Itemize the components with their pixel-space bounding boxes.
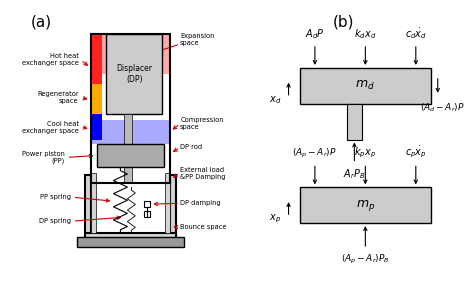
Bar (144, 201, 150, 207)
Bar (77, 237, 184, 247)
Bar (144, 211, 150, 217)
Bar (346, 104, 362, 139)
Bar (84, 233, 176, 239)
Text: (b): (b) (333, 14, 354, 29)
Text: $(A_p-A_r)P_B$: $(A_p-A_r)P_B$ (341, 253, 390, 266)
Bar (91, 34, 101, 84)
Bar (107, 34, 162, 114)
Text: $m_p$: $m_p$ (356, 198, 375, 213)
Bar (300, 68, 431, 104)
Text: $k_d x_d$: $k_d x_d$ (354, 27, 376, 41)
Text: DP spring: DP spring (39, 218, 71, 224)
Text: External load
&PP Damping: External load &PP Damping (180, 167, 226, 180)
Bar (91, 34, 170, 183)
Text: DP rod: DP rod (180, 144, 202, 150)
Text: PP spring: PP spring (40, 194, 71, 200)
Text: Expansion
space: Expansion space (180, 34, 215, 46)
Text: Power piston
(PP): Power piston (PP) (22, 151, 64, 164)
Text: Hot heat
exchanger space: Hot heat exchanger space (22, 53, 79, 66)
Text: $x_p$: $x_p$ (269, 213, 282, 225)
Bar (97, 144, 164, 167)
Text: Compression
space: Compression space (180, 117, 224, 130)
Text: (a): (a) (31, 14, 52, 29)
Bar (170, 175, 176, 239)
Text: DP damping: DP damping (180, 200, 221, 206)
Text: Regenerator
space: Regenerator space (37, 91, 79, 104)
Text: $(A_d-A_r)P$: $(A_d-A_r)P$ (419, 102, 465, 114)
Text: $c_d\dot{x}_d$: $c_d\dot{x}_d$ (405, 26, 427, 41)
Text: $(A_p-A_r)P$: $(A_p-A_r)P$ (292, 147, 337, 160)
Bar (124, 114, 132, 183)
Text: $A_d P$: $A_d P$ (305, 27, 325, 41)
Text: Cool heat
exchanger space: Cool heat exchanger space (22, 121, 79, 134)
Text: $k_p x_p$: $k_p x_p$ (355, 146, 376, 160)
Text: Displacer
(DP): Displacer (DP) (116, 64, 152, 84)
Bar (300, 187, 431, 223)
Text: $c_p\dot{x}_p$: $c_p\dot{x}_p$ (405, 145, 427, 160)
Bar (91, 173, 96, 233)
Text: $x_d$: $x_d$ (269, 94, 282, 106)
Bar (91, 120, 170, 144)
Text: $A_r P_B$: $A_r P_B$ (343, 167, 365, 181)
Text: $m_d$: $m_d$ (356, 79, 375, 92)
Bar (165, 173, 170, 233)
Bar (91, 34, 170, 74)
Bar (91, 84, 101, 114)
Bar (91, 114, 101, 139)
Bar (84, 175, 91, 239)
Text: Bounce space: Bounce space (180, 224, 227, 230)
